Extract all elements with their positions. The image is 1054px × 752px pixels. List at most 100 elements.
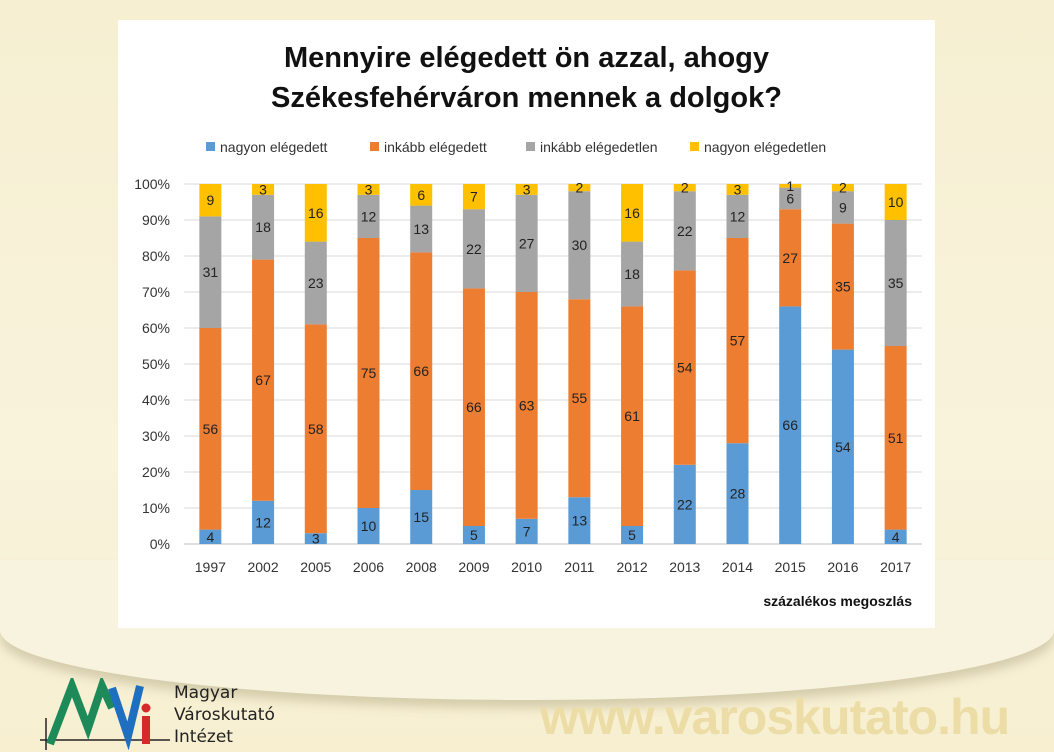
bar-segment (779, 306, 802, 544)
data-label: 9 (206, 192, 214, 208)
bar-segment (831, 184, 854, 192)
bar-segment (621, 306, 644, 526)
data-label: 12 (361, 208, 377, 224)
bar-segment (304, 241, 327, 325)
legend-label: nagyon elégedetlen (704, 139, 826, 155)
data-label: 23 (308, 275, 324, 291)
x-tick-label: 2012 (616, 559, 647, 575)
data-label: 22 (466, 241, 482, 257)
bar-segment (199, 216, 222, 328)
data-label: 10 (888, 194, 904, 210)
legend-swatch (690, 142, 699, 151)
data-label: 4 (206, 529, 214, 545)
bar-segment (515, 292, 538, 519)
data-label: 18 (624, 266, 640, 282)
logo-line-3: Intézet (174, 727, 233, 747)
data-label: 5 (628, 527, 636, 543)
x-tick-label: 1997 (195, 559, 226, 575)
bar-segment (252, 194, 275, 260)
data-label: 13 (572, 513, 588, 529)
data-label: 5 (470, 527, 478, 543)
bar-segment (304, 533, 327, 544)
data-label: 2 (681, 180, 689, 196)
data-label: 1 (786, 178, 794, 194)
bar-segment (410, 490, 433, 544)
data-label: 27 (782, 250, 798, 266)
data-label: 10 (361, 518, 377, 534)
data-label: 4 (892, 529, 900, 545)
data-label: 12 (255, 514, 271, 530)
data-label: 75 (361, 365, 377, 381)
bar-segment (304, 184, 327, 242)
data-label: 55 (572, 390, 588, 406)
data-label: 35 (888, 275, 904, 291)
data-label: 28 (730, 486, 746, 502)
x-tick-label: 2010 (511, 559, 542, 575)
y-tick-label: 0% (150, 536, 170, 552)
bar-segment (515, 518, 538, 544)
bar-segment (621, 241, 644, 307)
bar-segment (779, 184, 802, 188)
bar-segment (884, 346, 907, 530)
bar-segment (252, 500, 275, 544)
x-tick-label: 2011 (564, 559, 594, 575)
bar-segment (726, 184, 749, 195)
legend-label: inkább elégedetlen (540, 139, 658, 155)
bar-segment (831, 223, 854, 350)
data-label: 54 (835, 439, 851, 455)
bar-segment (357, 238, 380, 508)
data-label: 66 (782, 417, 798, 433)
data-label: 9 (839, 199, 847, 215)
x-tick-label: 2017 (880, 559, 911, 575)
bar-segment (515, 194, 538, 292)
bar-segment (252, 184, 275, 195)
bar-segment (462, 184, 485, 210)
y-tick-label: 30% (142, 428, 170, 444)
chart-title-line-1: Mennyire elégedett ön azzal, ahogy (283, 42, 770, 74)
data-label: 3 (312, 531, 320, 547)
bar-segment (726, 194, 749, 238)
legend-label: nagyon elégedett (220, 139, 328, 155)
y-tick-label: 90% (142, 212, 170, 228)
bar-segment (462, 288, 485, 526)
bar-segment (726, 443, 749, 544)
bar-segment (304, 324, 327, 534)
bar-segment (357, 184, 380, 195)
x-tick-label: 2008 (406, 559, 437, 575)
bar-segment (673, 191, 696, 271)
y-tick-label: 20% (142, 464, 170, 480)
stacked-bar-chart: 0%10%20%30%40%50%60%70%80%90%100%1997456… (134, 139, 922, 575)
data-label: 63 (519, 397, 535, 413)
x-tick-label: 2006 (353, 559, 384, 575)
legend-swatch (206, 142, 215, 151)
bar-segment (726, 238, 749, 444)
data-label: 22 (677, 223, 693, 239)
bar-segment (884, 529, 907, 544)
website-watermark: www.varoskutato.hu (540, 689, 1010, 745)
y-tick-label: 60% (142, 320, 170, 336)
bar-segment (357, 508, 380, 544)
data-label: 16 (624, 205, 640, 221)
logo-text: Magyar Városkutató Intézet (174, 682, 275, 748)
x-tick-label: 2014 (722, 559, 753, 575)
bar-segment (568, 497, 591, 544)
y-tick-label: 80% (142, 248, 170, 264)
data-label: 57 (730, 333, 746, 349)
bar-segment (621, 526, 644, 544)
data-label: 35 (835, 279, 851, 295)
data-label: 66 (413, 363, 429, 379)
logo-line-2: Városkutató (174, 705, 275, 725)
bar-segment (673, 184, 696, 192)
bar-segment (199, 529, 222, 544)
bar-segment (568, 184, 591, 192)
bar-segment (357, 194, 380, 238)
x-tick-label: 2015 (775, 559, 806, 575)
bar-segment (831, 349, 854, 544)
bar-segment (779, 187, 802, 210)
bar-segment (568, 191, 591, 300)
x-tick-label: 2016 (827, 559, 858, 575)
data-label: 16 (308, 205, 324, 221)
y-tick-label: 50% (142, 356, 170, 372)
legend-swatch (370, 142, 379, 151)
data-label: 66 (466, 399, 482, 415)
